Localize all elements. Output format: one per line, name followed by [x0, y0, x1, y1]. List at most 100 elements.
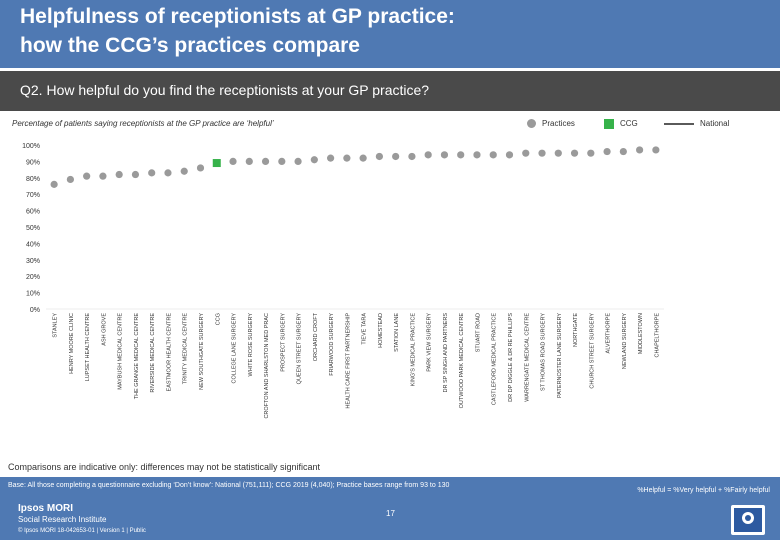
practice-point: [294, 157, 302, 165]
practice-point: [652, 146, 660, 154]
practice-point: [261, 157, 270, 165]
practice-point: [83, 172, 91, 180]
practice-point: [392, 152, 400, 161]
y-tick-label: 40%: [26, 241, 40, 248]
title-band: Helpfulness of receptionists at GP pract…: [0, 0, 780, 68]
practice-point: [570, 149, 579, 157]
practice-point: [99, 172, 107, 180]
base-text: Base: All those completing a questionnai…: [8, 482, 450, 489]
ipsos-mori-logo-name: Ipsos MORI: [18, 503, 74, 514]
category-label: TRINITY MEDICAL CENTRE: [183, 313, 189, 385]
page-title-line-1: Helpfulness of receptionists at GP pract…: [20, 5, 455, 28]
practice-point: [180, 167, 188, 175]
y-tick-label: 20%: [26, 274, 40, 281]
practice-point: [619, 147, 627, 156]
legend-national-line: [664, 123, 694, 125]
practice-point: [489, 151, 497, 159]
category-label: ASH GROVE: [101, 313, 107, 346]
y-tick-label: 50%: [26, 225, 40, 232]
category-label: STATION LANE: [394, 313, 400, 352]
category-label: DR SP SINGH AND PARTNERS: [443, 313, 449, 393]
y-tick-label: 10%: [26, 291, 40, 298]
practice-point: [538, 149, 546, 157]
category-label: MAYBUSH MEDICAL CENTRE: [118, 313, 124, 390]
category-label: LUPSET HEALTH CENTRE: [85, 313, 91, 382]
practice-point: [66, 175, 74, 184]
legend-practices-label: Practices: [542, 119, 575, 128]
y-tick-label: 60%: [26, 209, 40, 216]
category-label: ALVERTHORPE: [606, 313, 612, 354]
category-label: STANLEY: [53, 313, 59, 338]
category-label: THE GRANGE MEDICAL CENTRE: [134, 313, 140, 400]
category-label: QUEEN STREET SURGERY: [297, 313, 303, 385]
category-label: TIEVE TARA: [362, 313, 368, 345]
practice-point: [310, 156, 318, 164]
legend-ccg-square: [604, 119, 614, 129]
practice-point: [164, 169, 172, 177]
practice-point: [440, 151, 449, 159]
y-tick-label: 80%: [26, 176, 40, 183]
practice-point: [587, 149, 595, 157]
legend-ccg-label: CCG: [620, 119, 638, 128]
y-tick-label: 30%: [26, 258, 40, 265]
category-label: STUART ROAD: [475, 313, 481, 352]
category-label: HOMESTEAD: [378, 313, 384, 348]
category-label: ST THOMAS ROAD SURGERY: [541, 313, 547, 391]
category-label: FRIARWOOD SURGERY: [329, 313, 335, 376]
category-label: MIDDLESTOWN: [638, 313, 644, 354]
legend-national-label: National: [700, 119, 730, 128]
category-label: PROSPECT SURGERY: [280, 313, 286, 372]
category-label: CHURCH STREET SURGERY: [589, 313, 595, 389]
practice-point: [229, 157, 237, 165]
category-label: COLLEGE LANE SURGERY: [232, 313, 238, 384]
practice-point: [424, 151, 432, 159]
y-tick-label: 0%: [30, 307, 40, 314]
band-separator: [0, 68, 780, 71]
y-tick-label: 100%: [22, 143, 40, 150]
category-label: EASTMOOR HEALTH CENTRE: [166, 313, 172, 392]
footer-band: Base: All those completing a questionnai…: [0, 477, 780, 540]
practice-point: [115, 170, 123, 179]
practice-point: [375, 152, 383, 161]
category-label: NEW SOUTHGATE SURGERY: [199, 313, 205, 390]
page-number: 17: [386, 509, 395, 518]
practice-point: [408, 152, 416, 161]
category-label: PATERNOSTER LANE SURGERY: [557, 313, 563, 398]
ccg-marker: [212, 159, 221, 168]
category-label: RIVERSIDE MEDICAL CENTRE: [150, 313, 156, 393]
category-label: ORCHARD CROFT: [313, 312, 319, 361]
practice-point: [603, 147, 611, 156]
chart-plot-area: 0% 10% 20% 30% 40% 50% 60% 70% 80% 90% 100% STANLEY…: [22, 143, 664, 419]
practice-point: [359, 154, 367, 162]
category-label: PARK VIEW SURGERY: [427, 313, 433, 372]
practice-point: [245, 157, 253, 165]
category-label: HEALTH CARE FIRST PARTNERSHIP: [345, 313, 351, 409]
practice-point: [505, 151, 514, 159]
legend-practices-dot: [527, 119, 536, 128]
practice-point: [148, 169, 156, 177]
practice-point: [554, 149, 562, 157]
practice-point: [636, 146, 644, 154]
category-label: DR DP DIGGLE & DR RE PHILLIPS: [508, 313, 514, 402]
copyright-text: © Ipsos MORI 18-042653-01 | Version 1 | …: [18, 528, 146, 534]
practice-point: [131, 170, 140, 179]
category-label: CROFTON AND SHARLSTON MED PRAC: [264, 313, 270, 419]
comparison-note: Comparisons are indicative only: differe…: [8, 462, 320, 472]
category-label: CASTLEFORD MEDICAL PRACTICE: [492, 313, 498, 405]
category-label: OUTWOOD PARK MEDICAL CENTRE: [459, 313, 465, 409]
y-tick-label: 90%: [26, 159, 40, 166]
category-label: KING'S MEDICAL PRACTICE: [410, 313, 416, 387]
chart-subtitle: Percentage of patients saying receptioni…: [12, 119, 274, 128]
ipsos-badge-icon: [731, 505, 765, 535]
practice-point: [343, 154, 351, 162]
category-label: CHAPELTHORPE: [654, 313, 660, 358]
ipsos-mori-logo-subtitle: Social Research Institute: [18, 515, 107, 524]
question-band: Q2. How helpful do you find the receptio…: [0, 71, 780, 111]
practice-point: [278, 157, 286, 165]
practice-point: [50, 180, 58, 188]
practice-point: [327, 154, 335, 162]
question-text: Q2. How helpful do you find the receptio…: [20, 82, 430, 98]
practice-point: [457, 151, 465, 159]
practice-point: [522, 149, 530, 157]
y-tick-label: 70%: [26, 192, 40, 199]
